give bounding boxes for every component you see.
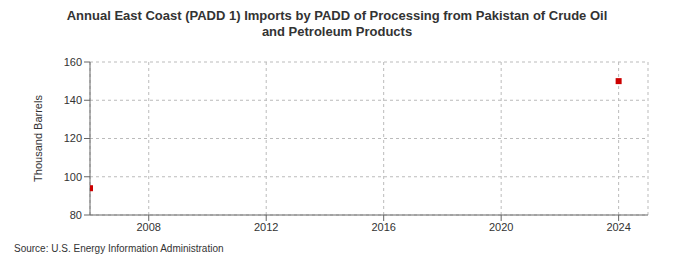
svg-text:2008: 2008 — [136, 221, 160, 233]
svg-text:140: 140 — [64, 94, 82, 106]
svg-text:120: 120 — [64, 132, 82, 144]
svg-text:160: 160 — [64, 56, 82, 68]
svg-text:100: 100 — [64, 171, 82, 183]
html-text:Source: U.S. Energy Informatio: Source: U.S. Energy Information Administ… — [14, 243, 224, 254]
svg-text:2012: 2012 — [254, 221, 278, 233]
svg-text:2016: 2016 — [371, 221, 395, 233]
svg-text:2020: 2020 — [489, 221, 513, 233]
html-text:Annual East Coast (PADD 1) Imp: Annual East Coast (PADD 1) Imports by PA… — [66, 8, 608, 39]
svg-text:2024: 2024 — [606, 221, 630, 233]
svg-text:Thousand Barrels: Thousand Barrels — [32, 95, 44, 182]
svg-text:80: 80 — [70, 209, 82, 221]
